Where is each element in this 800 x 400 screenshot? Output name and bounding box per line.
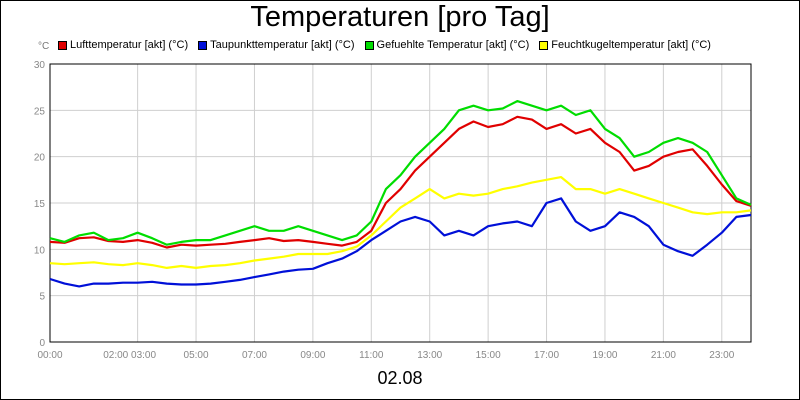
legend-label: Feuchtkugeltemperatur [akt] (°C) <box>551 39 711 51</box>
y-tick-label: 20 <box>34 153 46 164</box>
x-tick-label: 00:00 <box>37 350 62 361</box>
y-tick-label: 25 <box>34 106 46 117</box>
x-tick-label: 13:00 <box>417 350 442 361</box>
x-tick-label: 17:00 <box>534 350 559 361</box>
x-tick-label: 15:00 <box>476 350 501 361</box>
legend-swatch <box>364 40 374 50</box>
legend-item: Feuchtkugeltemperatur [akt] (°C) <box>539 38 711 52</box>
x-tick-label: 07:00 <box>242 350 267 361</box>
legend-item: Taupunkttemperatur [akt] (°C) <box>198 38 355 52</box>
legend-label: Taupunkttemperatur [akt] (°C) <box>210 39 355 51</box>
legend-swatch <box>58 40 67 50</box>
date-label: 02.08 <box>377 368 423 388</box>
legend-swatch <box>198 40 208 50</box>
x-tick-label: 05:00 <box>184 350 209 361</box>
x-tick-label: 23:00 <box>709 350 734 361</box>
legend-label: Gefuehlte Temperatur [akt] (°C) <box>376 39 530 51</box>
y-tick-label: 0 <box>39 338 45 349</box>
legend-item: Lufttemperatur [akt] (°C) <box>58 38 188 52</box>
y-tick-label: 15 <box>34 199 46 210</box>
series-line-2 <box>49 197 752 288</box>
series-line-1 <box>49 115 752 249</box>
y-axis-unit: °C <box>38 41 50 52</box>
y-tick-label: 10 <box>34 245 46 256</box>
chart-title: Temperaturen [pro Tag] <box>250 1 550 33</box>
legend-label: Lufttemperatur [akt] (°C) <box>70 39 189 51</box>
y-tick-label: 5 <box>39 292 45 303</box>
x-tick-label: 19:00 <box>592 350 617 361</box>
series-line-4 <box>49 176 752 269</box>
plot-border <box>49 63 752 343</box>
x-tick-label: 21:00 <box>651 350 676 361</box>
series-line-3 <box>49 99 752 246</box>
legend-swatch <box>539 40 549 50</box>
legend-item: Gefuehlte Temperatur [akt] (°C) <box>364 38 530 52</box>
chart-legend: Lufttemperatur [akt] (°C) Taupunkttempera… <box>58 38 711 52</box>
x-tick-label: 02:00 03:00 <box>103 350 156 361</box>
x-tick-label: 09:00 <box>300 350 325 361</box>
y-tick-label: 30 <box>34 60 46 71</box>
x-tick-label: 11:00 <box>359 350 384 361</box>
